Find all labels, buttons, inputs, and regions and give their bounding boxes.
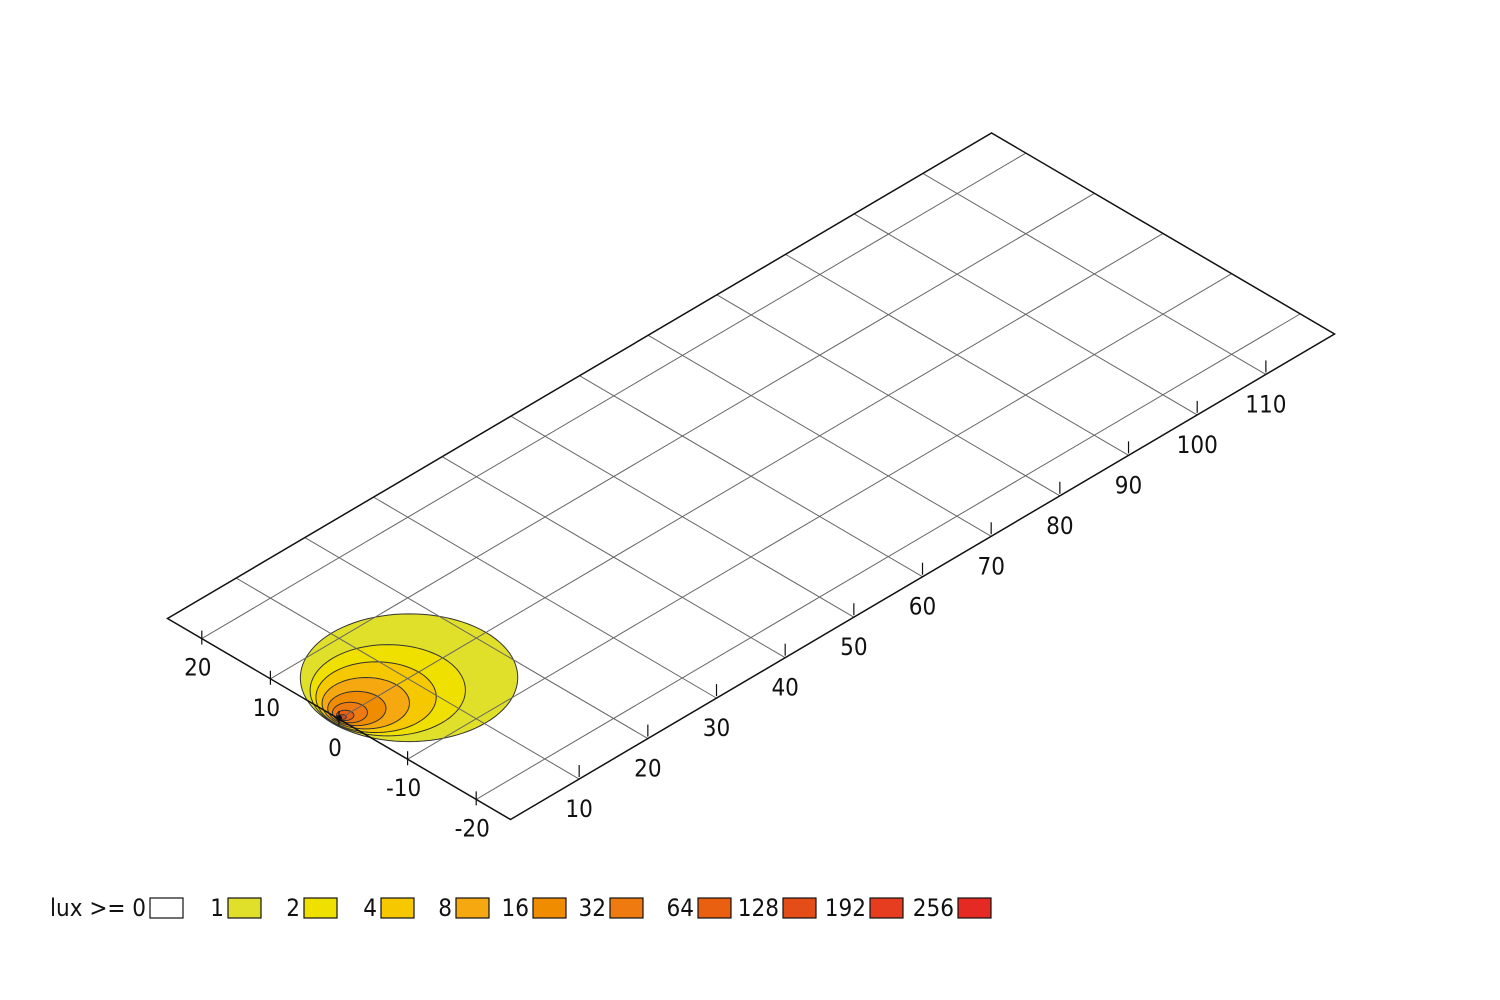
y-tick-label: -20 — [455, 814, 490, 842]
legend-label: 64 — [667, 894, 694, 922]
legend-label: 32 — [579, 894, 606, 922]
legend-swatch — [149, 897, 184, 919]
legend-label: 192 — [825, 894, 866, 922]
legend-label: 0 — [132, 894, 146, 922]
y-tick-label: 10 — [253, 694, 280, 722]
grid-line — [201, 152, 1027, 640]
legend-swatch — [869, 897, 904, 919]
legend-swatch — [303, 897, 338, 919]
x-tick-label: 80 — [1046, 512, 1073, 540]
grid-line — [270, 192, 1095, 680]
legend-swatch — [455, 897, 490, 919]
legend-label: 1 — [210, 894, 224, 922]
x-tick-label: 10 — [565, 795, 592, 823]
y-tick-label: 0 — [328, 734, 342, 762]
legend-swatch — [782, 897, 817, 919]
grid-line — [407, 273, 1232, 760]
legend-label: 8 — [438, 894, 452, 922]
grid-line — [475, 313, 1301, 800]
x-tick-label: 40 — [771, 674, 798, 702]
y-tick-label: 20 — [184, 654, 211, 682]
x-tick-label: 110 — [1245, 390, 1286, 418]
y-tick-label: -10 — [386, 774, 421, 802]
legend-label: 2 — [286, 894, 300, 922]
x-tick-label: 20 — [634, 755, 661, 783]
x-tick-label: 60 — [909, 593, 936, 621]
legend-swatch — [609, 897, 644, 919]
legend-swatch — [697, 897, 732, 919]
plane-outline — [166, 132, 1337, 821]
legend-label: 4 — [363, 894, 377, 922]
x-tick-label: 100 — [1177, 431, 1218, 459]
legend-swatch — [957, 897, 992, 919]
legend-swatch — [532, 897, 567, 919]
legend-label: 256 — [913, 894, 954, 922]
x-tick-label: 70 — [977, 552, 1004, 580]
legend-swatch — [380, 897, 415, 919]
legend-label: 16 — [502, 894, 529, 922]
legend-swatch — [227, 897, 262, 919]
x-tick-label: 50 — [840, 633, 867, 661]
x-tick-label: 30 — [703, 714, 730, 742]
x-tick-label: 90 — [1115, 471, 1142, 499]
legend-label: 128 — [738, 894, 779, 922]
legend-title: lux >= — [50, 894, 126, 922]
grid-line — [338, 233, 1164, 720]
